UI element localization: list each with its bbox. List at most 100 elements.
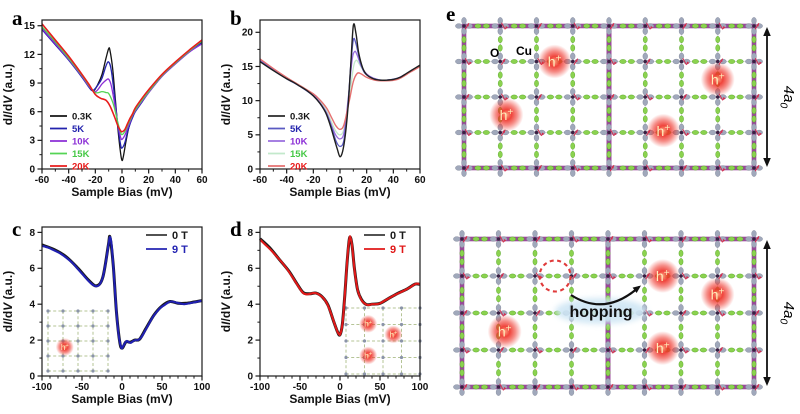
y-tick-label: 0 [247,164,253,175]
x-tick-label: -20 [306,175,321,186]
y-tick-label: 6 [29,264,35,275]
x-tick-label: -40 [61,175,76,186]
lattice-top: h+ h+ h+ h+ O Cu 4a0 [455,17,797,177]
oxygen-label: O [490,46,499,60]
copper-label: Cu [516,44,532,58]
hole-label: h+ [711,71,725,87]
x-tick-label: -60 [35,175,50,186]
y-tick-label: 4 [247,300,253,311]
axis-ticks [37,231,203,381]
y-axis-label: dI/dV (a.u.) [219,271,233,332]
hole-label: h+ [500,107,514,123]
legend-item-label: 15K [72,149,90,160]
series-15K [41,26,203,136]
legend-item-label: 0 T [390,230,406,242]
panel-c-chart: h+ -100 -50 0 50 100 0 2 4 6 8 Sample Bias (mV) dI/d… [1,226,211,406]
y-tick-label: 8 [247,228,253,239]
hole-label: h+ [656,340,670,356]
legend-item-label: 0.3K [72,111,92,122]
x-tick-label: 40 [388,175,400,186]
x-tick-label: -60 [253,175,268,186]
legend-item-label: 0 T [172,230,188,242]
lattice-bottom: h+ h+ h+ h+ hopping 4a0 [453,230,797,396]
x-tick-label: 0 [119,175,125,186]
y-axis-label: dI/dV (a.u.) [219,64,233,125]
x-tick-label: 0 [337,175,343,186]
y-tick-label: 5 [247,130,253,141]
x-tick-label: -50 [75,382,90,393]
legend-item-label: 5K [290,124,302,135]
hole-label: h+ [61,343,69,352]
hopping-glow [555,298,647,324]
y-tick-label: 6 [29,107,35,118]
panel-a-chart: -60 -40 -20 0 20 40 60 0 3 6 9 12 15 Sample Bias (mV)… [1,19,208,199]
panel-label-e: e [446,2,456,26]
y-tick-label: 2 [247,335,253,346]
x-tick-label: -50 [293,382,308,393]
copper-sites [453,230,763,396]
inset-lattice: h+ [46,309,110,373]
y-axis-label: dI/dV (a.u.) [1,64,15,125]
y-tick-label: 9 [29,78,35,89]
panel-label-d: d [230,217,242,241]
panel-label-b: b [230,6,242,30]
axis-ticks [37,25,203,174]
hole-label: h+ [498,324,512,340]
series-5K [41,29,203,149]
y-tick-label: 8 [29,228,35,239]
hole-label: h+ [711,287,725,303]
series-10K [259,50,421,140]
y-tick-label: 0 [247,371,253,382]
panel-d-chart: h+ h+ h+ -100 -50 0 50 100 0 2 4 6 8 Sample Bias (mV)… [219,226,429,406]
y-tick-label: 6 [247,264,253,275]
legend-item-label: 15K [290,149,308,160]
x-tick-label: 100 [194,382,211,393]
legend-item-label: 20K [72,161,90,172]
series-0.3K [259,23,421,158]
legend-item-label: 9 T [172,244,188,256]
legend-item-label: 10K [72,136,90,147]
axis-ticks [255,231,421,381]
hole-label: h+ [364,351,372,360]
legend-item-label: 0.3K [290,111,310,122]
legend-item-label: 20K [290,161,308,172]
x-tick-label: 60 [414,175,426,186]
series-9T [41,235,203,350]
vacated-site-circle [538,259,572,293]
x-tick-label: -40 [279,175,294,186]
hole-label: h+ [657,123,671,139]
series-10K [41,28,203,141]
y-tick-label: 10 [242,96,254,107]
x-axis-label: Sample Bias (mV) [289,185,390,199]
series-9T [259,235,421,337]
y-tick-label: 15 [24,21,36,32]
y-tick-label: 0 [29,164,35,175]
x-tick-label: 0 [337,382,343,393]
hopping-label: hopping [569,304,632,321]
x-tick-label: 100 [412,382,429,393]
hole-label: h+ [389,330,397,339]
y-tick-label: 4 [29,300,35,311]
y-tick-label: 2 [29,335,35,346]
y-tick-label: 12 [24,50,36,61]
holes: h+ h+ h+ h+ [489,44,735,148]
x-tick-label: 20 [143,175,155,186]
legend: 0 T9 T [146,230,188,256]
x-tick-label: -100 [32,382,52,393]
y-tick-label: 3 [29,136,35,147]
legend: 0 T9 T [364,230,406,256]
series-15K [259,59,421,136]
inset-lattice: h+ h+ h+ [344,306,422,376]
holes: h+ h+ h+ h+ [487,259,735,366]
legend-item-label: 10K [290,136,308,147]
x-tick-label: 40 [170,175,182,186]
x-tick-label: 60 [196,175,208,186]
panel-label-a: a [12,6,23,30]
legend-item-label: 5K [72,124,84,135]
y-tick-label: 15 [242,62,254,73]
x-axis-label: Sample Bias (mV) [71,392,172,406]
series-20K [41,23,203,133]
